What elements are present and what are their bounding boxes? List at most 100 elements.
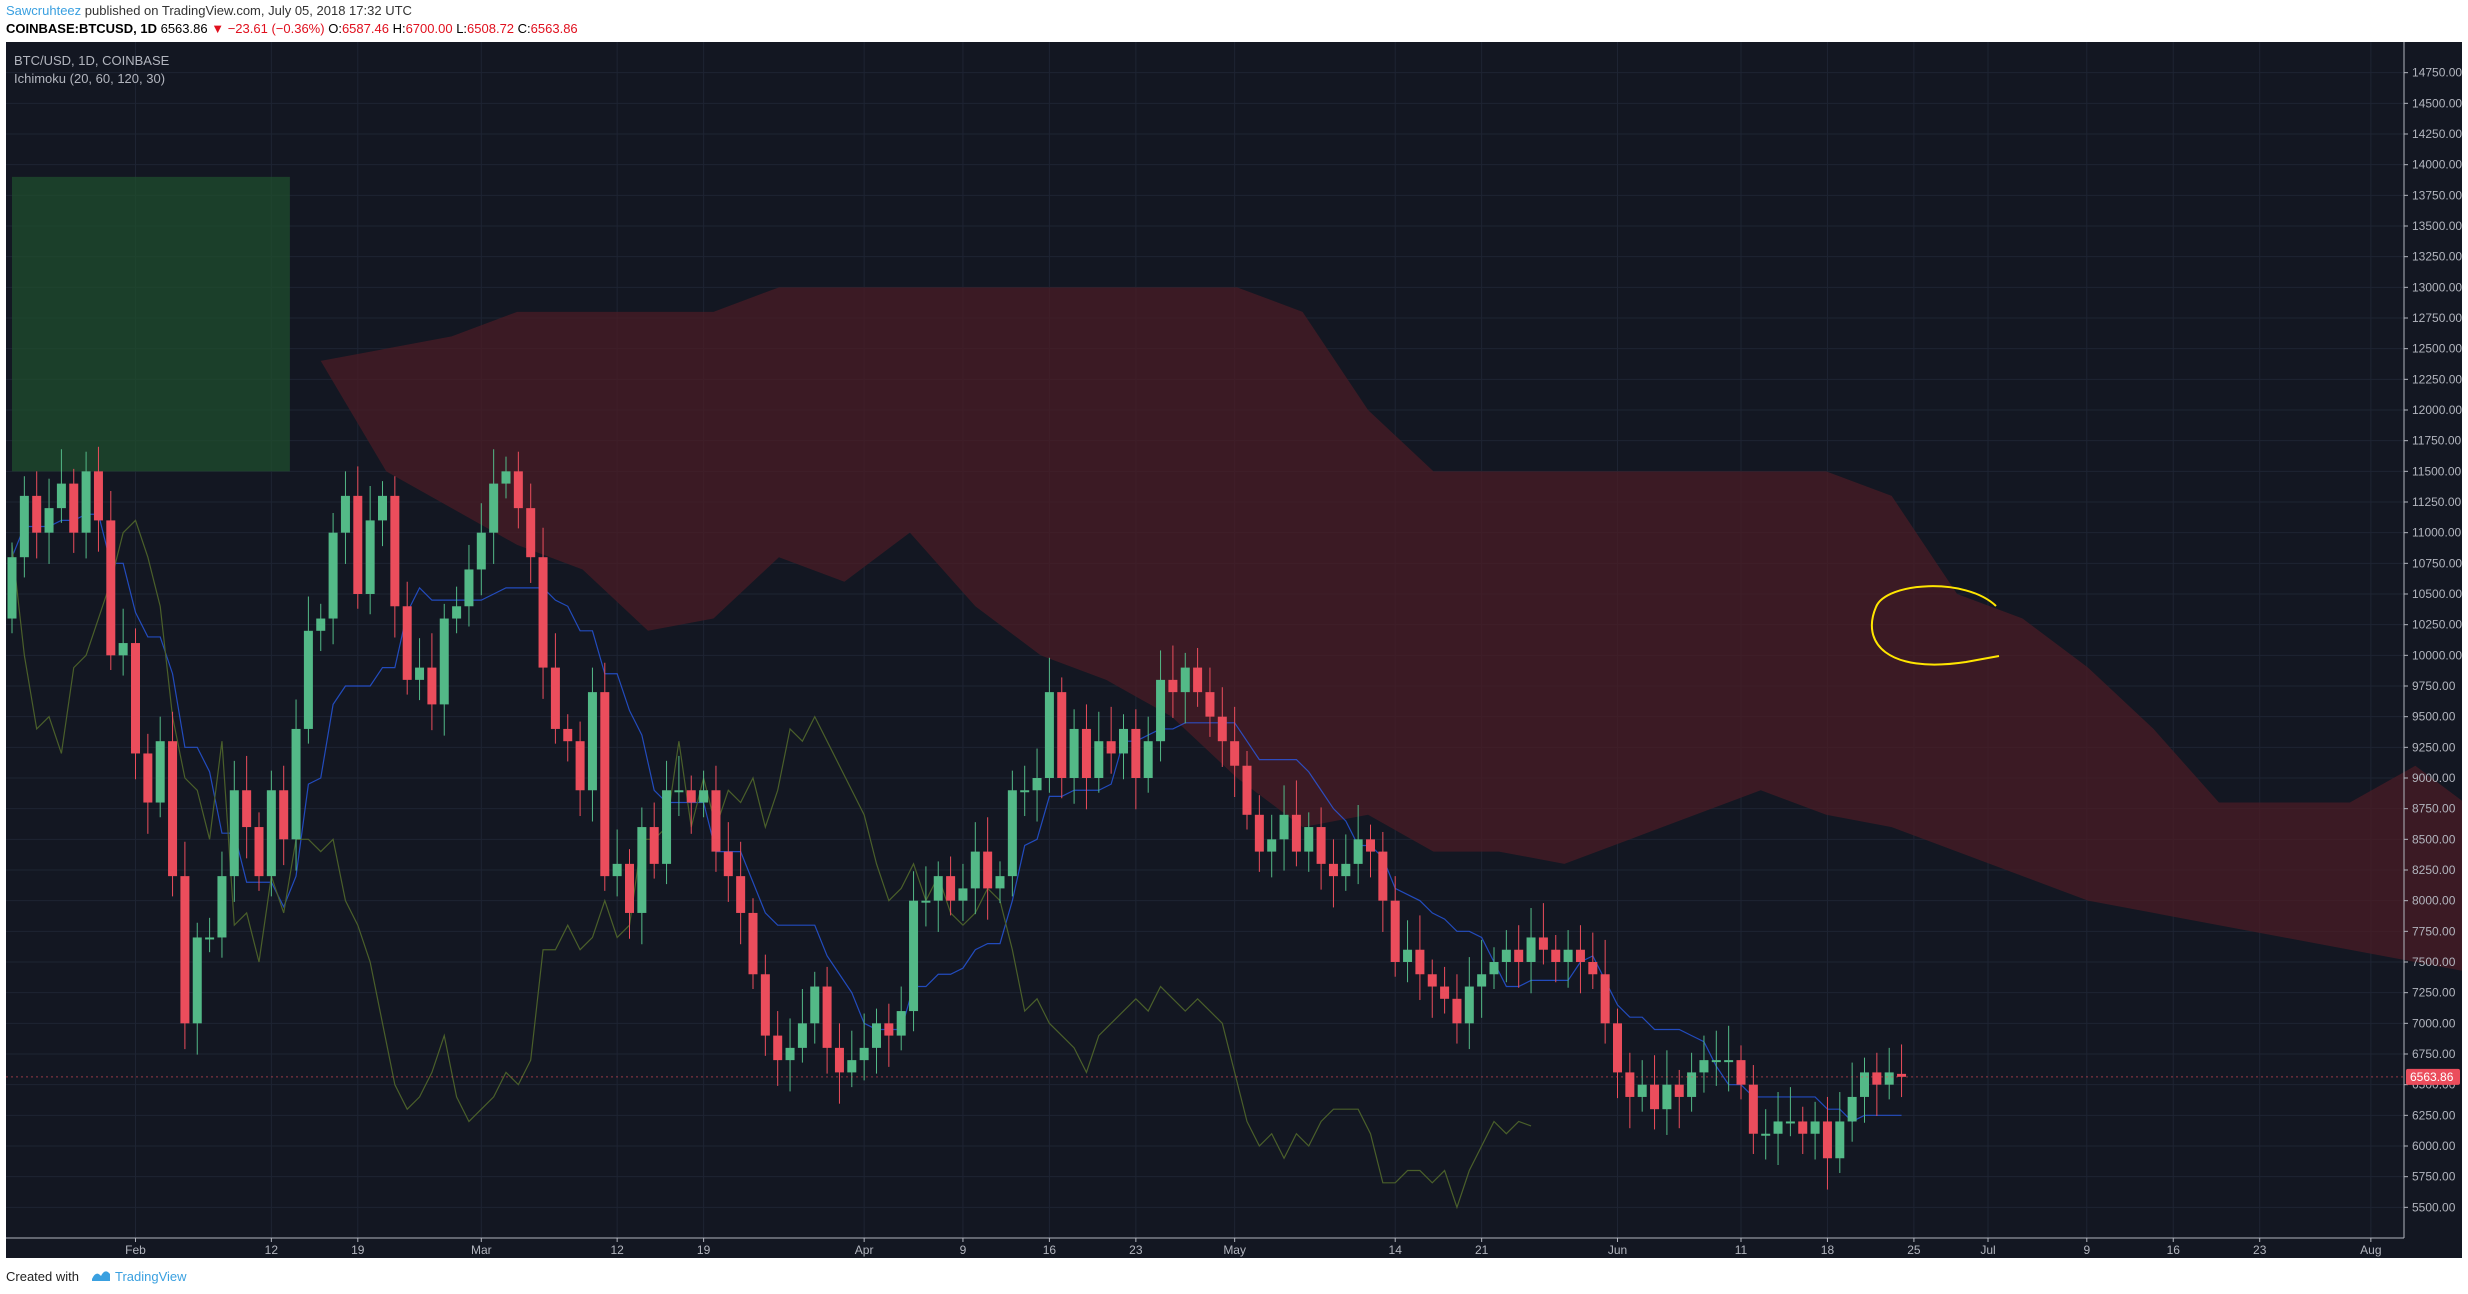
candle-up[interactable]: [439, 618, 449, 705]
candle-down[interactable]: [1106, 741, 1116, 754]
candle-down[interactable]: [513, 471, 523, 509]
candle-up[interactable]: [797, 1023, 807, 1048]
candle-up[interactable]: [1279, 814, 1289, 840]
candle-up[interactable]: [1304, 827, 1314, 852]
tradingview-logo-icon[interactable]: [90, 1264, 112, 1286]
candle-up[interactable]: [81, 471, 91, 533]
candle-down[interactable]: [69, 483, 79, 533]
candle-down[interactable]: [625, 863, 634, 913]
candle-up[interactable]: [1477, 974, 1487, 987]
candle-up[interactable]: [291, 728, 301, 840]
candle-down[interactable]: [773, 1035, 783, 1061]
candle-down[interactable]: [1242, 765, 1252, 815]
candle-up[interactable]: [1699, 1060, 1709, 1073]
candle-up[interactable]: [266, 790, 276, 877]
candle-up[interactable]: [1094, 741, 1104, 778]
candle-down[interactable]: [427, 667, 437, 705]
candle-down[interactable]: [1193, 667, 1203, 693]
candle-up[interactable]: [365, 520, 375, 594]
candle-down[interactable]: [1378, 851, 1388, 901]
candle-up[interactable]: [464, 569, 474, 607]
candle-up[interactable]: [1464, 986, 1474, 1024]
candle-down[interactable]: [390, 495, 400, 607]
candle-up[interactable]: [847, 1060, 857, 1073]
candle-down[interactable]: [143, 753, 153, 803]
candle-up[interactable]: [1403, 949, 1413, 962]
candle-down[interactable]: [1600, 974, 1610, 1024]
candle-up[interactable]: [501, 471, 511, 484]
candle-down[interactable]: [736, 876, 746, 913]
candle-down[interactable]: [1872, 1072, 1882, 1085]
candle-down[interactable]: [983, 851, 993, 889]
candle-down[interactable]: [93, 471, 103, 521]
candle-up[interactable]: [303, 630, 313, 729]
candle-up[interactable]: [909, 900, 919, 1012]
candle-down[interactable]: [884, 1023, 894, 1036]
candle-up[interactable]: [872, 1023, 881, 1048]
candle-down[interactable]: [1588, 962, 1598, 975]
candle-up[interactable]: [155, 741, 165, 803]
candle-up[interactable]: [1711, 1060, 1721, 1063]
candle-down[interactable]: [1230, 741, 1240, 766]
candle-down[interactable]: [1415, 949, 1425, 975]
candle-up[interactable]: [1860, 1072, 1869, 1097]
candle-down[interactable]: [946, 876, 956, 901]
candle-up[interactable]: [217, 876, 227, 938]
candle-up[interactable]: [489, 483, 499, 533]
candle-up[interactable]: [699, 790, 709, 803]
candle-down[interactable]: [711, 790, 721, 852]
candle-down[interactable]: [242, 790, 252, 828]
candle-up[interactable]: [56, 483, 66, 509]
candle-down[interactable]: [1205, 692, 1215, 717]
candle-down[interactable]: [760, 974, 770, 1036]
candle-down[interactable]: [32, 495, 42, 533]
price-chart[interactable]: 14750.00 14500.00 14250.00 14000.00 13750.00…: [6, 42, 2462, 1258]
candle-down[interactable]: [723, 851, 733, 877]
annotation-bracket[interactable]: [1870, 585, 2000, 666]
candle-up[interactable]: [921, 900, 931, 903]
candle-up[interactable]: [1773, 1121, 1783, 1134]
candle-down[interactable]: [1057, 692, 1067, 778]
candle-up[interactable]: [1810, 1121, 1820, 1134]
candle-down[interactable]: [526, 508, 536, 558]
candle-up[interactable]: [19, 495, 29, 558]
candle-up[interactable]: [1044, 692, 1054, 778]
candle-down[interactable]: [1538, 937, 1548, 950]
candle-up[interactable]: [340, 495, 350, 533]
candle-down[interactable]: [180, 876, 190, 1024]
candle-up[interactable]: [316, 618, 326, 631]
candle-down[interactable]: [1254, 814, 1264, 852]
candle-up[interactable]: [118, 643, 128, 656]
candle-down[interactable]: [1168, 679, 1178, 693]
candle-up[interactable]: [958, 888, 968, 901]
candle-up[interactable]: [1032, 778, 1042, 791]
legend-indicator[interactable]: Ichimoku (20, 60, 120, 30): [14, 71, 166, 86]
candle-up[interactable]: [229, 790, 239, 877]
candle-down[interactable]: [1551, 949, 1561, 962]
candle-down[interactable]: [649, 827, 659, 864]
candle-down[interactable]: [1736, 1060, 1746, 1085]
candle-up[interactable]: [612, 863, 622, 877]
candle-down[interactable]: [1452, 998, 1462, 1024]
candle-down[interactable]: [106, 520, 116, 656]
candle-up[interactable]: [1267, 839, 1277, 852]
candle-down[interactable]: [1440, 986, 1450, 999]
candle-down[interactable]: [1674, 1084, 1684, 1097]
candle-up[interactable]: [587, 692, 597, 791]
candle-up[interactable]: [896, 1011, 906, 1036]
candle-up[interactable]: [1724, 1060, 1734, 1063]
candle-down[interactable]: [1366, 839, 1375, 852]
candle-up[interactable]: [785, 1047, 795, 1061]
candle-down[interactable]: [1328, 863, 1338, 877]
candle-up[interactable]: [674, 790, 684, 793]
candle-up[interactable]: [1637, 1084, 1647, 1097]
candle-up[interactable]: [1069, 728, 1079, 778]
candle-down[interactable]: [1650, 1084, 1660, 1110]
candle-up[interactable]: [1007, 790, 1017, 877]
candle-down[interactable]: [1427, 974, 1437, 987]
candle-up[interactable]: [1884, 1072, 1894, 1085]
candle-up[interactable]: [1847, 1096, 1857, 1122]
chart-area[interactable]: 14750.00 14500.00 14250.00 14000.00 13750.00…: [6, 42, 2462, 1258]
candle-up[interactable]: [1119, 728, 1128, 754]
tradingview-link[interactable]: TradingView: [115, 1269, 187, 1284]
